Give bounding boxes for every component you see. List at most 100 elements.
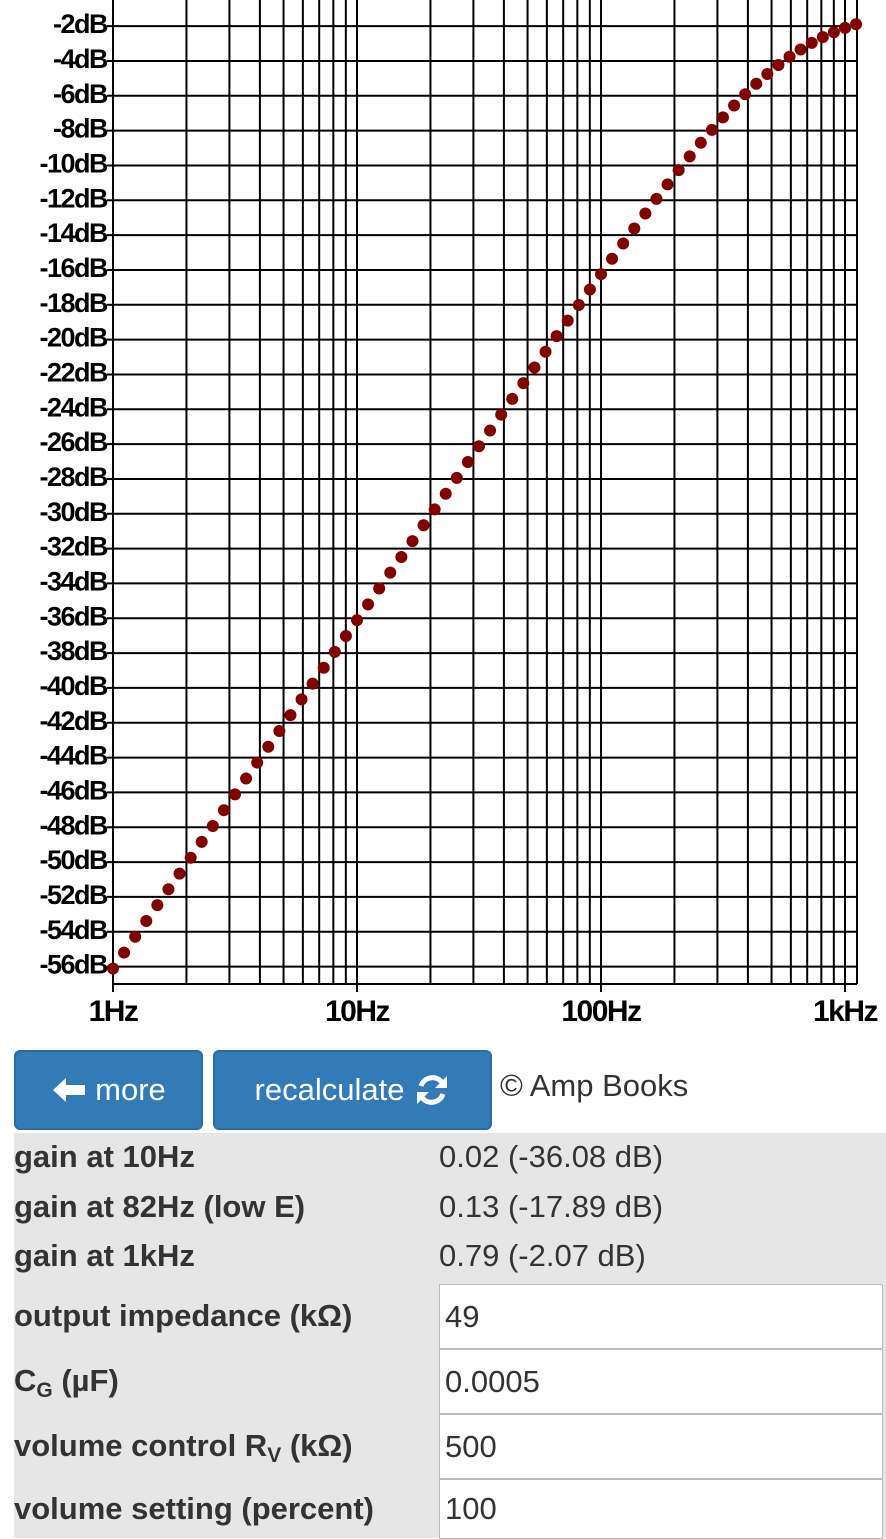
y-tick-label: -40dB [39, 671, 108, 701]
y-tick-label: -30dB [39, 497, 108, 527]
data-point [594, 268, 607, 281]
y-tick-label: -50dB [39, 845, 108, 875]
y-tick-label: -24dB [39, 392, 108, 422]
data-point [295, 693, 308, 706]
refresh-icon [417, 1075, 448, 1105]
input-box[interactable]: 500 [439, 1414, 883, 1479]
data-point [694, 136, 707, 149]
data-point [705, 123, 718, 136]
input-box[interactable]: 49 [439, 1284, 883, 1349]
y-tick-label: -10dB [39, 149, 108, 179]
data-point [672, 164, 685, 177]
y-tick-label: -22dB [39, 358, 108, 388]
result-row: gain at 10Hz 0.02 (-36.08 dB) [14, 1139, 886, 1187]
data-point [661, 178, 674, 191]
button-label: more [95, 1072, 166, 1107]
data-point [273, 724, 286, 737]
data-point [572, 298, 585, 311]
data-point [650, 192, 663, 205]
input-row: CG (µF) 0.0005 [14, 1349, 886, 1414]
data-point [506, 392, 519, 405]
data-point [850, 18, 863, 31]
data-point [439, 487, 452, 500]
data-point [217, 804, 230, 817]
result-label: gain at 1kHz [14, 1238, 195, 1273]
y-tick-label: -52dB [39, 880, 108, 910]
data-point [240, 772, 253, 785]
data-point [683, 150, 696, 163]
data-point [617, 237, 630, 250]
data-point [362, 598, 375, 611]
data-point [495, 408, 508, 421]
input-label: output impedance (kΩ) [14, 1298, 352, 1334]
y-tick-label: -12dB [39, 183, 108, 213]
label-text: (kΩ) [281, 1428, 353, 1463]
result-row: gain at 1kHz 0.79 (-2.07 dB) [14, 1238, 886, 1286]
data-point [450, 471, 463, 484]
data-point [639, 207, 652, 220]
arrow-left-icon [53, 1078, 86, 1102]
input-row: output impedance (kΩ) 49 [14, 1284, 886, 1349]
y-tick-label: -54dB [39, 915, 108, 945]
input-label: volume setting (percent) [14, 1491, 374, 1527]
y-tick-label: -48dB [39, 810, 108, 840]
data-point [628, 222, 641, 235]
data-point [317, 661, 330, 674]
result-row: gain at 82Hz (low E) 0.13 (-17.89 dB) [14, 1189, 886, 1237]
y-tick-label: -6dB [53, 79, 108, 109]
data-point [606, 252, 619, 265]
results-table: gain at 10Hz 0.02 (-36.08 dB) gain at 82… [14, 1133, 886, 1539]
data-point [151, 899, 164, 912]
data-point [583, 283, 596, 296]
x-tick-label: 100Hz [561, 995, 641, 1028]
label-sub: V [267, 1444, 282, 1467]
data-point [484, 424, 497, 437]
label-text: output impedance (kΩ) [14, 1298, 353, 1333]
input-box[interactable]: 100 [439, 1479, 883, 1539]
data-point [517, 377, 530, 390]
data-point [772, 58, 785, 71]
data-point [339, 630, 352, 643]
input-box[interactable]: 0.0005 [439, 1349, 883, 1414]
data-point [794, 43, 807, 56]
data-point [805, 36, 818, 49]
button-label: recalculate [254, 1072, 405, 1107]
data-point [550, 330, 563, 343]
y-tick-label: -20dB [39, 323, 108, 353]
y-tick-label: -18dB [39, 288, 108, 318]
data-point [206, 820, 219, 833]
y-tick-label: -8dB [53, 114, 108, 144]
copyright: © Amp Books [500, 1068, 689, 1103]
result-label: gain at 82Hz (low E) [14, 1189, 306, 1224]
y-tick-label: -38dB [39, 636, 108, 666]
data-point [827, 26, 840, 39]
label-text: (µF) [52, 1363, 119, 1398]
result-label: gain at 10Hz [14, 1139, 195, 1174]
data-point [228, 788, 241, 801]
more-button[interactable]: more [14, 1050, 203, 1130]
data-point [472, 440, 485, 453]
result-value: 0.79 (-2.07 dB) [439, 1238, 646, 1273]
data-point [838, 21, 851, 34]
y-tick-label: -16dB [39, 253, 108, 283]
recalculate-button[interactable]: recalculate [213, 1050, 492, 1130]
data-point [162, 883, 175, 896]
x-tick-label: 10Hz [325, 995, 390, 1028]
data-point [528, 361, 541, 374]
data-point [173, 867, 186, 880]
data-point [262, 740, 275, 753]
y-tick-label: -44dB [39, 741, 108, 771]
y-tick-label: -56dB [39, 950, 108, 980]
label-sub: G [36, 1379, 53, 1402]
y-tick-label: -34dB [39, 567, 108, 597]
data-point [107, 962, 119, 975]
data-point [716, 111, 729, 124]
y-tick-label: -36dB [39, 601, 108, 631]
input-row: volume setting (percent) 100 [14, 1479, 886, 1539]
y-tick-label: -28dB [39, 462, 108, 492]
data-point [373, 582, 386, 595]
y-tick-label: -32dB [39, 532, 108, 562]
result-value: 0.13 (-17.89 dB) [439, 1189, 664, 1224]
data-point [761, 68, 774, 81]
data-point [350, 614, 363, 627]
